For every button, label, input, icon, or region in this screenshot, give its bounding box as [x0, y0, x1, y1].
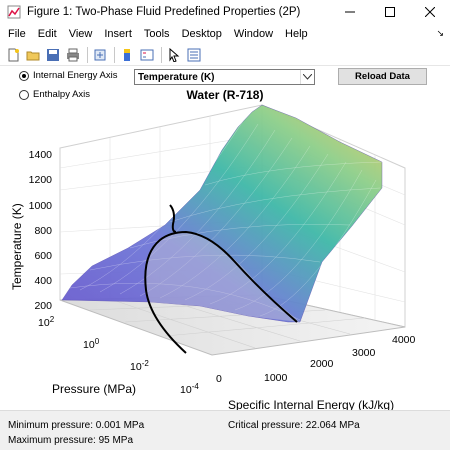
- property-inspector-button[interactable]: [185, 46, 203, 64]
- menu-file[interactable]: File: [8, 28, 26, 40]
- z-axis-label: Temperature (K): [10, 203, 24, 290]
- critical-pressure-text: Critical pressure: 22.064 MPa: [228, 420, 360, 431]
- menu-tools[interactable]: Tools: [143, 28, 170, 40]
- new-figure-icon: [8, 48, 19, 61]
- radio-enthalpy-label: Enthalpy Axis: [33, 89, 91, 100]
- x-tick-2000: 2000: [310, 358, 334, 370]
- max-pressure-text: Maximum pressure: 95 MPa: [8, 435, 134, 446]
- radio-internal-energy[interactable]: Internal Energy Axis: [19, 70, 118, 81]
- new-figure-button[interactable]: [4, 46, 22, 64]
- y-tick-1e2: 102: [38, 315, 55, 329]
- x-axis: 0 1000 2000 3000 4000: [216, 334, 416, 385]
- save-icon: [47, 48, 59, 61]
- z-tick-600: 600: [34, 250, 52, 262]
- chevron-down-icon[interactable]: [300, 70, 314, 84]
- toolbar-separator: [114, 46, 115, 63]
- menu-bar: File Edit View Insert Tools Desktop Wind…: [0, 24, 450, 44]
- radio-internal-energy-label: Internal Energy Axis: [33, 70, 118, 81]
- edit-plot-button[interactable]: [165, 46, 183, 64]
- z-tick-1400: 1400: [29, 149, 53, 161]
- property-select[interactable]: Temperature (K): [134, 69, 315, 85]
- z-tick-200: 200: [34, 300, 52, 312]
- matlab-figure-icon: [7, 5, 21, 19]
- y-tick-1e-4: 10-4: [180, 382, 199, 396]
- link-icon: [94, 49, 106, 60]
- menu-desktop[interactable]: Desktop: [181, 28, 222, 40]
- x-tick-0: 0: [216, 373, 222, 385]
- property-select-value: Temperature (K): [138, 71, 215, 83]
- property-inspector-icon: [187, 48, 201, 61]
- status-panel: Minimum pressure: 0.001 MPa Maximum pres…: [0, 410, 450, 450]
- z-axis: 1400 1200 1000 800 600 400 200: [29, 149, 53, 312]
- y-tick-1e-2: 10-2: [130, 359, 149, 373]
- min-pressure-text: Minimum pressure: 0.001 MPa: [8, 420, 145, 431]
- title-bar: Figure 1: Two-Phase Fluid Predefined Pro…: [0, 0, 450, 24]
- link-button[interactable]: [91, 46, 109, 64]
- z-tick-800: 800: [34, 225, 52, 237]
- surface-plot[interactable]: 1400 1200 1000 800 600 400 200 Temperatu…: [0, 100, 450, 410]
- window-title: Figure 1: Two-Phase Fluid Predefined Pro…: [27, 6, 301, 18]
- menu-window[interactable]: Window: [233, 28, 274, 40]
- dock-arrow-icon[interactable]: ↘: [436, 28, 444, 38]
- menu-help[interactable]: Help: [285, 28, 308, 40]
- y-tick-1e0: 100: [83, 337, 100, 351]
- maximize-icon: [385, 7, 395, 17]
- minimize-button[interactable]: [330, 0, 370, 24]
- save-button[interactable]: [44, 46, 62, 64]
- radio-enthalpy-dot[interactable]: [19, 89, 29, 100]
- menu-insert[interactable]: Insert: [104, 28, 132, 40]
- edit-plot-icon: [169, 47, 180, 62]
- reload-data-button[interactable]: Reload Data: [338, 68, 427, 85]
- close-icon: [425, 7, 435, 17]
- insert-legend-icon: [140, 49, 154, 60]
- x-tick-3000: 3000: [352, 347, 376, 359]
- radio-internal-energy-dot[interactable]: [19, 70, 29, 81]
- saturation-dome: [144, 204, 298, 354]
- toolbar-separator: [161, 46, 162, 63]
- y-axis-label: Pressure (MPa): [52, 382, 136, 396]
- maximize-button[interactable]: [370, 0, 410, 24]
- open-file-icon: [26, 51, 40, 60]
- print-button[interactable]: [64, 46, 82, 64]
- insert-colorbar-button[interactable]: [118, 46, 136, 64]
- temperature-surface: [61, 104, 383, 323]
- print-icon: [67, 48, 79, 61]
- insert-colorbar-icon: [124, 48, 130, 61]
- menu-edit[interactable]: Edit: [37, 28, 57, 40]
- z-tick-1200: 1200: [29, 174, 53, 186]
- close-button[interactable]: [410, 0, 450, 24]
- insert-legend-button[interactable]: [138, 46, 156, 64]
- z-tick-400: 400: [34, 275, 52, 287]
- menu-view[interactable]: View: [68, 28, 93, 40]
- x-tick-4000: 4000: [392, 334, 416, 346]
- open-file-button[interactable]: [24, 46, 42, 64]
- z-tick-1000: 1000: [29, 200, 53, 212]
- toolbar: [0, 44, 450, 66]
- x-axis-label: Specific Internal Energy (kJ/kg): [228, 398, 394, 410]
- x-tick-1000: 1000: [264, 372, 288, 384]
- toolbar-separator: [87, 46, 88, 63]
- radio-enthalpy[interactable]: Enthalpy Axis: [19, 89, 90, 100]
- plot-title: Water (R-718): [186, 88, 264, 102]
- minimize-icon: [345, 11, 355, 13]
